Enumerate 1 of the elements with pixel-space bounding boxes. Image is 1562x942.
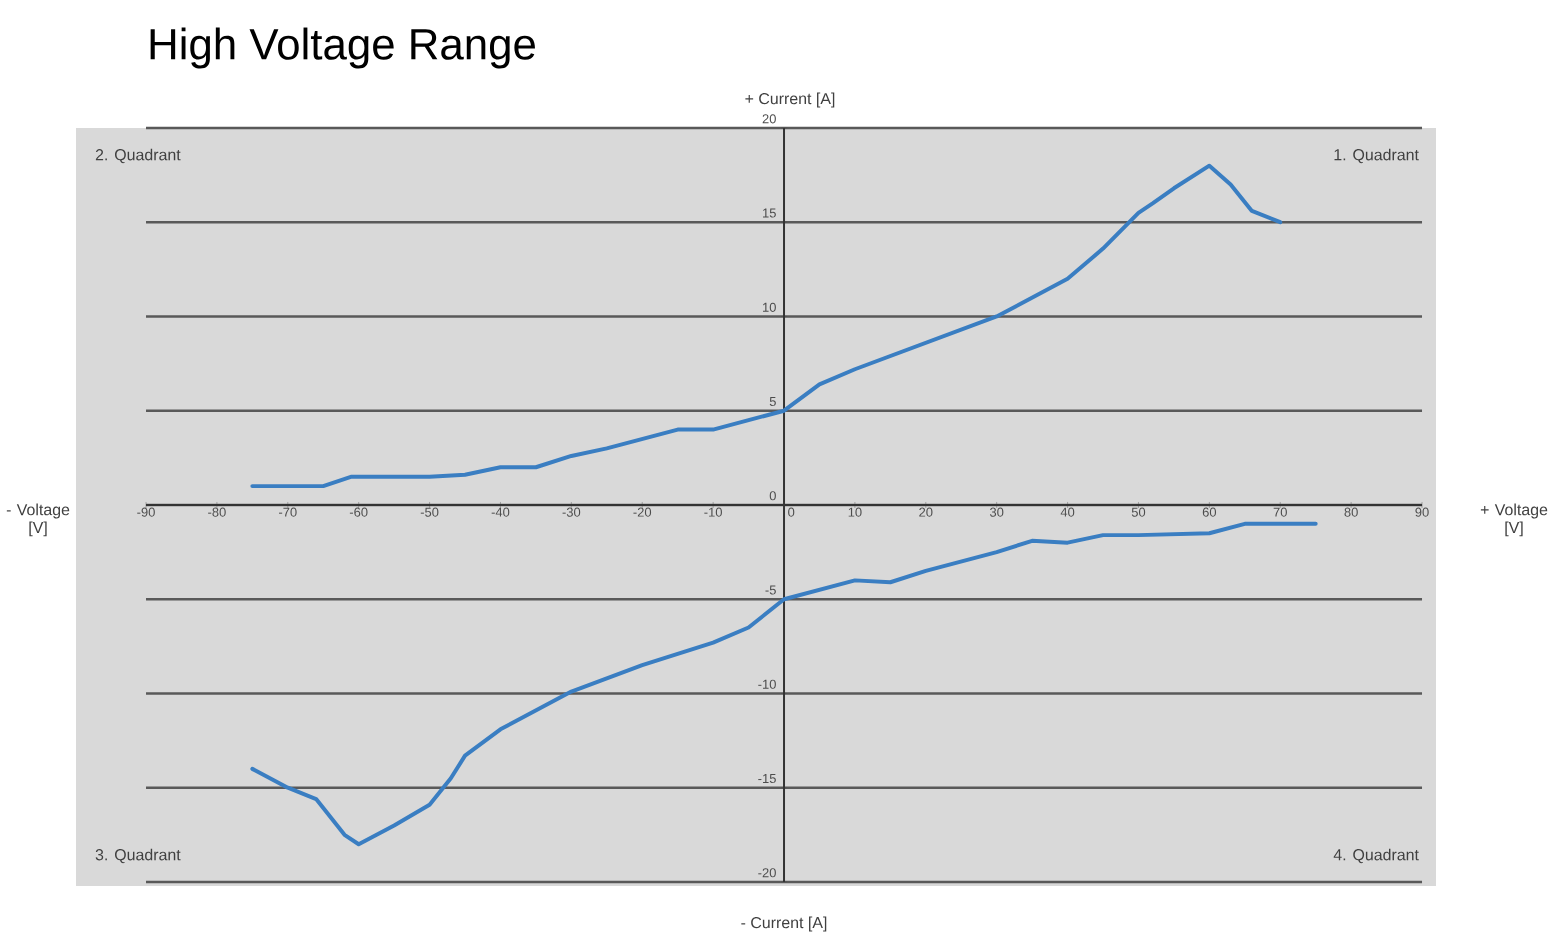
chart-title: High Voltage Range xyxy=(150,27,535,69)
